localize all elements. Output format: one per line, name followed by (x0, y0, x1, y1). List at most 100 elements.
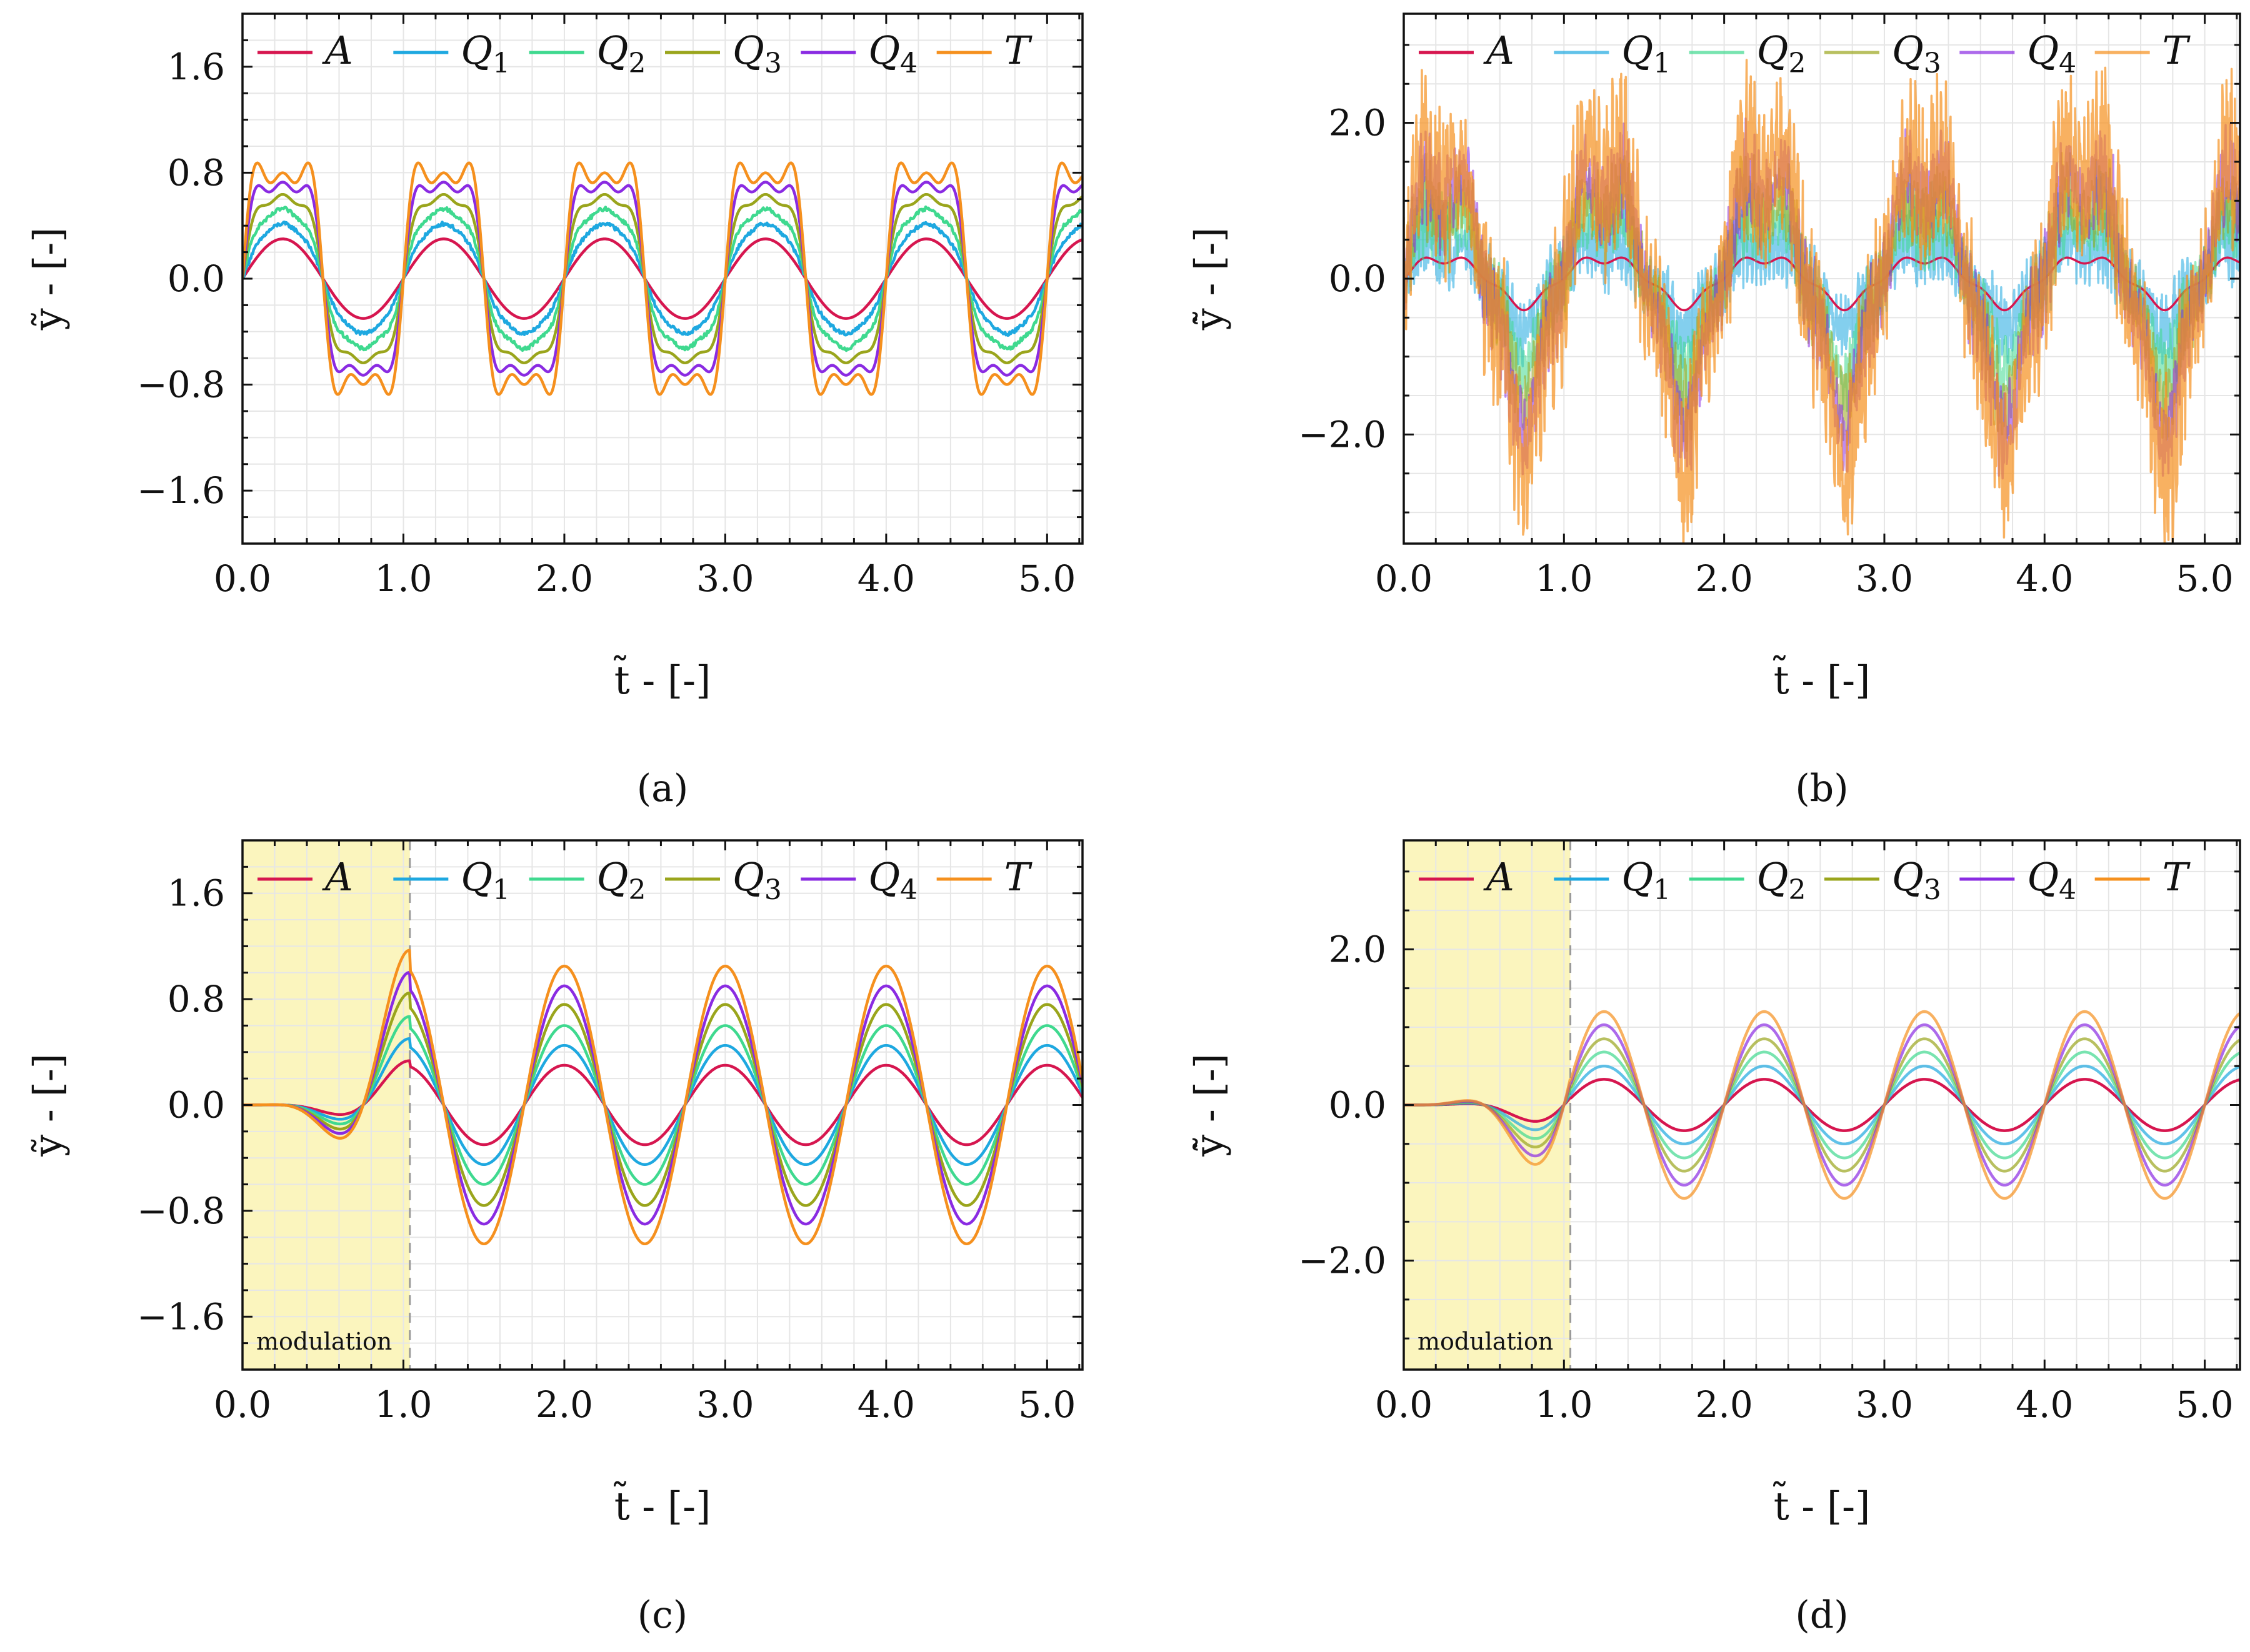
y-tick-label: 0.0 (168, 257, 225, 300)
legend-item-Q2: Q2 (1689, 854, 1806, 906)
legend-label: Q3 (1892, 854, 1941, 906)
x-axis-label: t̃ - [-] (614, 655, 711, 703)
legend-item-Q3: Q3 (1824, 27, 1941, 79)
x-tick-label: 2.0 (1696, 1383, 1753, 1426)
legend-label-subscript: 2 (1789, 874, 1806, 906)
series-lines (242, 948, 1082, 1246)
legend: A Q1 Q2 Q3 Q4 T (258, 854, 1033, 906)
legend-item-Q4: Q4 (1959, 27, 2076, 79)
y-tick-label: 0.0 (1329, 257, 1386, 300)
y-tick-label: 2.0 (1329, 102, 1386, 144)
x-tick-label: 3.0 (1856, 557, 1913, 600)
legend-label: T (1004, 27, 1033, 73)
y-tick-label: 0.8 (168, 151, 225, 194)
legend-item-A: A (258, 27, 353, 73)
series-line-Q4 (1404, 1023, 2240, 1187)
legend-label-subscript: 1 (492, 874, 510, 906)
x-tick-label: 5.0 (2176, 1383, 2233, 1426)
legend-item-Q3: Q3 (1824, 854, 1941, 906)
legend-label-subscript: 1 (1653, 874, 1671, 906)
series-line-Q1 (1404, 1064, 2240, 1146)
legend-label: Q4 (2027, 854, 2076, 906)
x-axis-label: t̃ - [-] (614, 1481, 711, 1529)
x-tick-label: 4.0 (2016, 1383, 2073, 1426)
series-line-Q2 (1404, 1050, 2240, 1160)
legend-label: Q2 (597, 27, 646, 79)
legend: A Q1 Q2 Q3 Q4 T (1419, 854, 2191, 906)
legend-label: Q1 (1621, 854, 1671, 906)
legend-label-subscript: 3 (764, 874, 782, 906)
legend-label: Q4 (2027, 27, 2076, 79)
legend-item-Q3: Q3 (665, 27, 782, 79)
legend-label-subscript: 2 (629, 874, 646, 906)
series-line-T (242, 161, 1082, 396)
x-tick-label: 3.0 (1856, 1383, 1913, 1426)
y-tick-label: −2.0 (1298, 1240, 1386, 1282)
series-lines (1404, 59, 2240, 544)
series-line-A (1404, 1078, 2240, 1132)
series-line-T (1404, 1010, 2240, 1200)
x-tick-label: 2.0 (536, 1383, 593, 1426)
panel-caption: (d) (1795, 1593, 1848, 1637)
x-tick-label: 5.0 (1018, 557, 1076, 600)
chart-panel-a: 0.0 1.0 2.0 3.0 4.0 5.0 1.6 0.8 0.0 −0.8 −1.6 t̃ - … (25, 12, 1084, 810)
legend-label-subscript: 3 (1924, 47, 1941, 79)
legend-label-subscript: 4 (900, 47, 918, 79)
x-tick-label: 4.0 (858, 1383, 915, 1426)
panel-caption: (c) (638, 1593, 688, 1637)
legend-label: Q1 (461, 854, 510, 906)
legend-label-subscript: 3 (1924, 874, 1941, 906)
legend-label: A (1483, 854, 1514, 900)
legend-item-Q2: Q2 (529, 27, 646, 79)
legend-label: Q2 (597, 854, 646, 906)
legend-label: Q3 (1892, 27, 1941, 79)
legend-item-Q4: Q4 (801, 854, 918, 906)
panel-caption: (a) (637, 767, 689, 810)
x-tick-label: 5.0 (1018, 1383, 1076, 1426)
panel-caption: (b) (1795, 767, 1848, 810)
series-line-Q4 (242, 181, 1082, 377)
modulation-label: modulation (256, 1328, 392, 1355)
legend-label-subscript: 3 (764, 47, 782, 79)
legend: A Q1 Q2 Q3 Q4 T (1419, 27, 2191, 79)
legend-item-T: T (936, 854, 1033, 900)
series-line-Q3 (242, 192, 1082, 365)
legend-item-Q4: Q4 (1959, 854, 2076, 906)
x-tick-label: 2.0 (536, 557, 593, 600)
x-tick-label: 0.0 (1375, 1383, 1432, 1426)
y-tick-label: −2.0 (1298, 413, 1386, 455)
legend-label-subscript: 2 (629, 47, 646, 79)
x-tick-label: 1.0 (374, 1383, 432, 1426)
x-tick-label: 4.0 (2016, 557, 2073, 600)
y-axis-label: ẏ̃ - [-] (1186, 1053, 1232, 1157)
legend-label-subscript: 4 (900, 874, 918, 906)
legend-item-Q4: Q4 (801, 27, 918, 79)
legend-item-Q2: Q2 (529, 854, 646, 906)
legend-item-Q1: Q1 (1554, 854, 1671, 906)
legend-label: T (1004, 854, 1033, 900)
legend-item-T: T (2094, 27, 2191, 73)
legend-item-A: A (1419, 854, 1514, 900)
x-tick-label: 1.0 (374, 557, 432, 600)
x-tick-label: 0.0 (214, 1383, 271, 1426)
series-line-Q3 (242, 991, 1082, 1207)
x-tick-label: 3.0 (696, 557, 754, 600)
legend-label: T (2162, 27, 2191, 73)
chart-panel-d: modulation 0.0 1.0 2.0 3.0 4.0 5.0 2.0 0.0 −2.0 t̃… (1186, 839, 2241, 1637)
y-tick-label: 0.8 (168, 978, 225, 1020)
y-tick-label: 0.0 (168, 1084, 225, 1127)
legend-label: Q3 (732, 27, 782, 79)
x-tick-label: 1.0 (1535, 1383, 1592, 1426)
legend-label-subscript: 1 (1653, 47, 1671, 79)
modulation-label: modulation (1418, 1328, 1553, 1355)
series-line-Q1 (242, 1037, 1082, 1167)
series-lines (1404, 1010, 2240, 1200)
legend-label: Q1 (1621, 27, 1671, 79)
y-tick-label: −0.8 (137, 1190, 225, 1232)
x-tick-label: 4.0 (858, 557, 915, 600)
legend-label: Q4 (868, 854, 918, 906)
legend-label-subscript: 1 (492, 47, 510, 79)
legend-label-subscript: 4 (2059, 874, 2076, 906)
series-line-Q3 (1404, 1037, 2240, 1173)
